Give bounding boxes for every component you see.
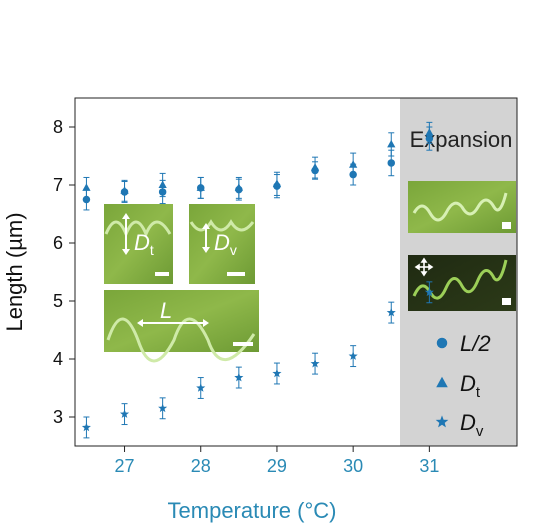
data-point [82, 183, 91, 191]
data-point [81, 422, 91, 432]
legend-marker-circle [436, 337, 448, 349]
data-point [196, 183, 205, 191]
data-point [234, 372, 244, 382]
y-axis-title: Length (µm) [2, 212, 27, 331]
inset-image-l: L [104, 290, 259, 363]
y-tick-label: 4 [53, 349, 63, 369]
expansion-image-bottom [408, 255, 516, 311]
x-axis: 27 28 29 30 31 [115, 446, 439, 476]
svg-text:L: L [160, 298, 172, 323]
data-point [310, 358, 320, 368]
expansion-image-top [408, 181, 516, 233]
y-axis: 3 4 5 6 7 8 [53, 117, 75, 427]
data-point [120, 409, 130, 418]
data-point [386, 307, 396, 317]
data-point [310, 163, 320, 171]
y-tick-label: 5 [53, 291, 63, 311]
legend-marker-triangle [436, 376, 448, 388]
x-axis-title: Temperature (°C) [168, 498, 337, 523]
expansion-panel-title: Expansion [410, 127, 513, 152]
legend-label: L/2 [460, 331, 491, 356]
data-point [425, 128, 434, 136]
series-layer [81, 121, 434, 439]
data-point [158, 180, 167, 188]
data-point [349, 160, 358, 168]
move-arrows-icon [414, 257, 434, 277]
data-point [348, 351, 358, 360]
x-tick-label: 29 [267, 456, 287, 476]
legend-marker-star [435, 415, 449, 428]
legend-label: Dv [460, 410, 484, 440]
data-point [196, 383, 206, 392]
y-tick-label: 7 [53, 175, 63, 195]
data-point [387, 159, 396, 167]
inset-image-dv: Dv [189, 204, 255, 284]
x-tick-label: 31 [419, 456, 439, 476]
x-tick-label: 27 [115, 456, 135, 476]
inset-image-dt: Dt [104, 204, 173, 284]
data-point [120, 186, 129, 194]
data-point [158, 403, 168, 413]
series-d-t [82, 121, 434, 202]
x-tick-label: 30 [343, 456, 363, 476]
x-tick-label: 28 [191, 456, 211, 476]
data-point [424, 287, 434, 297]
series-l-2 [82, 126, 434, 211]
legend-label: Dt [460, 371, 481, 401]
data-point [272, 368, 282, 378]
legend: L/2 Dt Dv [435, 331, 491, 440]
series-d-v [81, 281, 434, 439]
svg-text:Dt: Dt [134, 230, 154, 258]
y-tick-label: 6 [53, 233, 63, 253]
y-tick-label: 8 [53, 117, 63, 137]
y-tick-label: 3 [53, 407, 63, 427]
data-point [234, 183, 243, 191]
plot-frame [74, 97, 518, 447]
data-point [272, 179, 282, 187]
data-point [82, 195, 91, 204]
svg-text:Dv: Dv [214, 230, 237, 258]
data-point [387, 139, 396, 148]
